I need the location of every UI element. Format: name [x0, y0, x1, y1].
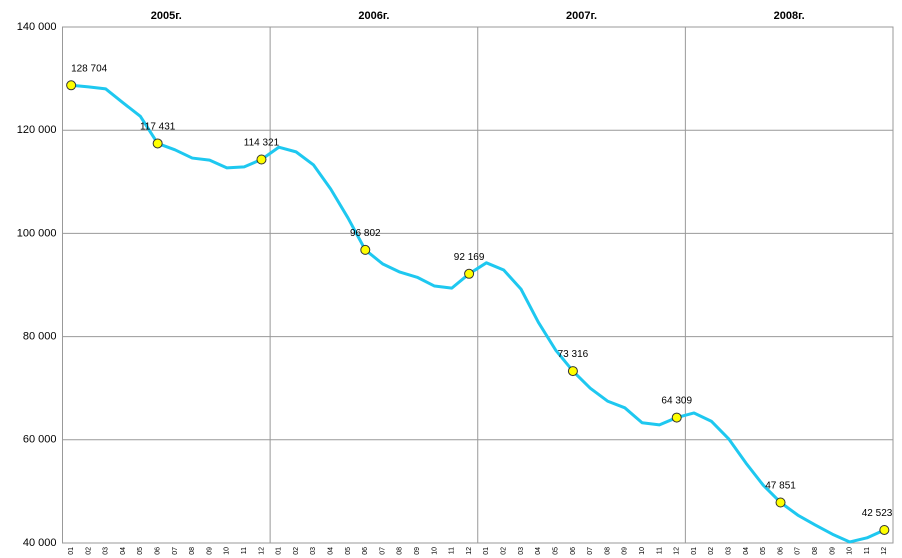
x-tick-label: 10	[639, 547, 646, 555]
data-label: 96 802	[350, 228, 381, 239]
group-label: 2008г.	[774, 10, 805, 22]
data-label: 128 704	[71, 63, 108, 74]
x-tick-label: 09	[829, 547, 836, 555]
x-tick-label: 05	[137, 547, 144, 555]
y-tick-label: 60 000	[23, 434, 57, 446]
data-label: 42 523	[862, 508, 893, 519]
x-tick-label: 04	[120, 547, 127, 555]
data-label: 73 316	[558, 349, 589, 360]
point-marker	[775, 497, 786, 508]
y-tick-label: 80 000	[23, 331, 57, 343]
x-tick-label: 08	[189, 547, 196, 555]
y-tick-label: 100 000	[17, 227, 57, 239]
data-label: 47 851	[765, 480, 796, 491]
x-tick-label: 01	[691, 547, 698, 555]
x-tick-label: 09	[206, 547, 213, 555]
x-tick-label: 02	[293, 547, 300, 555]
x-tick-label: 03	[725, 547, 732, 555]
data-label: 64 309	[661, 396, 692, 407]
data-label: 114 321	[244, 138, 280, 149]
x-tick-label: 10	[431, 547, 438, 555]
group-label: 2005г.	[151, 10, 182, 22]
x-tick-label: 04	[535, 547, 542, 555]
x-tick-label: 07	[795, 547, 802, 555]
x-tick-label: 04	[328, 547, 335, 555]
x-tick-label: 06	[362, 547, 369, 555]
x-tick-label: 08	[604, 547, 611, 555]
x-tick-label: 05	[552, 547, 559, 555]
plot-border	[62, 26, 894, 544]
point-marker	[567, 366, 578, 377]
x-tick-label: 02	[501, 547, 508, 555]
x-tick-label: 07	[172, 547, 179, 555]
x-tick-label: 12	[258, 547, 265, 555]
x-tick-label: 12	[881, 547, 888, 555]
x-tick-label: 08	[812, 547, 819, 555]
y-tick-label: 120 000	[17, 124, 57, 136]
x-tick-label: 03	[518, 547, 525, 555]
x-tick-label: 02	[708, 547, 715, 555]
x-tick-label: 12	[674, 547, 681, 555]
group-label: 2007г.	[566, 10, 597, 22]
point-marker	[879, 524, 890, 535]
data-label: 92 169	[454, 252, 485, 263]
x-tick-label: 01	[483, 547, 490, 555]
x-tick-label: 06	[777, 547, 784, 555]
x-tick-label: 01	[68, 547, 75, 555]
x-tick-label: 10	[224, 547, 231, 555]
x-tick-label: 07	[379, 547, 386, 555]
point-marker	[256, 154, 267, 165]
x-tick-label: 03	[103, 547, 110, 555]
x-tick-label: 07	[587, 547, 594, 555]
x-tick-label: 10	[847, 547, 854, 555]
x-tick-label: 11	[864, 547, 871, 554]
point-marker	[66, 80, 77, 91]
x-tick-label: 11	[449, 547, 456, 554]
x-tick-label: 01	[276, 547, 283, 555]
data-label: 117 431	[140, 121, 176, 132]
x-tick-label: 04	[743, 547, 750, 555]
x-tick-label: 05	[760, 547, 767, 555]
x-tick-label: 09	[414, 547, 421, 555]
point-marker	[360, 244, 371, 255]
y-tick-label: 40 000	[23, 537, 57, 549]
x-tick-label: 09	[622, 547, 629, 555]
y-tick-label: 140 000	[17, 21, 57, 33]
x-tick-label: 03	[310, 547, 317, 555]
x-tick-label: 06	[570, 547, 577, 555]
x-tick-label: 08	[397, 547, 404, 555]
x-tick-label: 12	[466, 547, 473, 555]
x-tick-label: 05	[345, 547, 352, 555]
x-tick-label: 11	[241, 547, 248, 554]
x-tick-label: 11	[656, 547, 663, 554]
point-marker	[152, 138, 163, 149]
x-tick-label: 02	[85, 547, 92, 555]
group-label: 2006г.	[358, 10, 389, 22]
x-tick-label: 06	[155, 547, 162, 555]
point-marker	[464, 268, 475, 279]
line	[71, 83, 885, 544]
point-marker	[671, 412, 682, 423]
